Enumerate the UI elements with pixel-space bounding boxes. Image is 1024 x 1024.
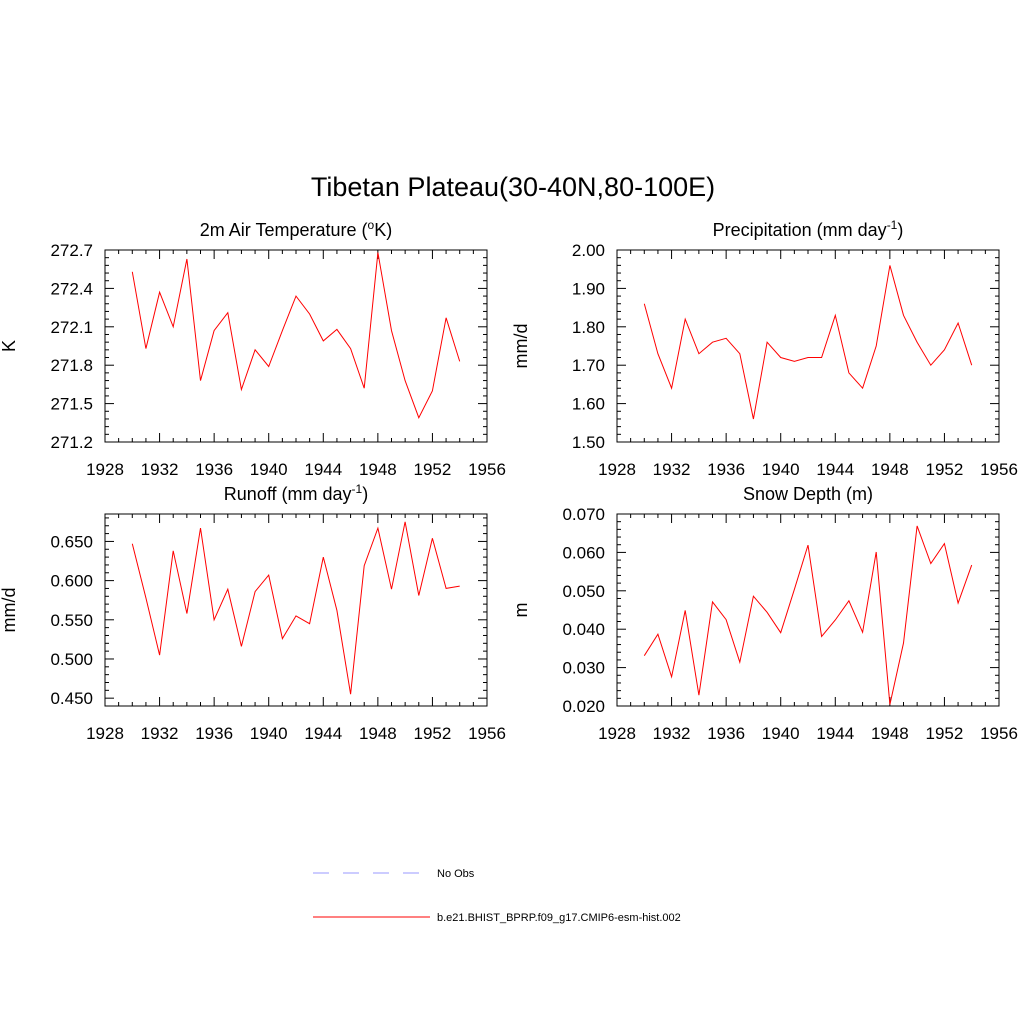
x-tick-label: 1928: [598, 460, 636, 479]
x-tick-label: 1948: [359, 460, 397, 479]
x-tick-label: 1940: [762, 724, 800, 743]
x-tick-label: 1948: [871, 460, 909, 479]
x-tick-label: 1936: [707, 460, 745, 479]
x-tick-label: 1940: [250, 460, 288, 479]
x-tick-label: 1940: [762, 460, 800, 479]
y-tick-label: 1.70: [572, 356, 605, 375]
chart-title: Precipitation (mm day-1): [713, 218, 904, 240]
chart-title-main: Precipitation (mm day: [713, 220, 887, 240]
chart-title-superscript: -1: [352, 482, 363, 496]
x-tick-label: 1936: [195, 724, 233, 743]
y-tick-label: 2.00: [572, 241, 605, 260]
y-tick-label: 0.060: [562, 543, 605, 562]
chart-title: Snow Depth (m): [743, 484, 873, 504]
series-line: [643, 525, 973, 705]
y-tick-label: 271.8: [50, 356, 93, 375]
plot-frame: [616, 249, 1000, 443]
x-tick-label: 1948: [871, 724, 909, 743]
legend-entry: b.e21.BHIST_BPRP.f09_g17.CMIP6-esm-hist.…: [313, 912, 681, 924]
legend-label: No Obs: [437, 868, 475, 880]
x-tick-label: 1932: [653, 460, 691, 479]
legend-entry: No Obs: [313, 868, 475, 880]
x-tick-label: 1952: [414, 724, 452, 743]
x-tick-label: 1956: [468, 460, 506, 479]
y-tick-label: 1.80: [572, 318, 605, 337]
y-tick-label: 0.050: [562, 582, 605, 601]
y-tick-label: 271.2: [50, 433, 93, 452]
chart-snow: Snow Depth (m) m 1928 1932 1936 1940 1944 1948 1…: [511, 484, 1018, 743]
chart-title-superscript: -1: [887, 218, 898, 232]
y-tick-label: 1.50: [572, 433, 605, 452]
x-tick-label: 1928: [598, 724, 636, 743]
x-tick-label: 1944: [816, 460, 854, 479]
series-line: [131, 521, 460, 695]
y-tick-label: 0.600: [50, 572, 93, 591]
x-tick-label: 1932: [141, 724, 179, 743]
x-tick-label: 1944: [304, 724, 342, 743]
chart-title-main: Snow Depth (m): [743, 484, 873, 504]
plot-frame: [104, 513, 488, 707]
y-tick-label: 0.450: [50, 689, 93, 708]
chart-runoff: Runoff (mm day-1) mm/d 1928 1932 1936 1940 194…: [0, 482, 506, 743]
x-tick-label: 1936: [707, 724, 745, 743]
y-tick-label: 272.1: [50, 318, 93, 337]
y-tick-label: 272.4: [50, 279, 93, 298]
y-tick-label: 271.5: [50, 395, 93, 414]
chart-title-main: 2m Air Temperature (: [200, 220, 368, 240]
chart-title: 2m Air Temperature (oK): [200, 218, 392, 240]
series-line: [131, 252, 461, 419]
x-tick-label: 1952: [414, 460, 452, 479]
y-tick-label: 0.020: [562, 697, 605, 716]
x-tick-label: 1956: [468, 724, 506, 743]
x-tick-label: 1940: [250, 724, 288, 743]
x-tick-label: 1956: [980, 460, 1018, 479]
chart-temp: 2m Air Temperature (oK) K 1928 1932 1936 1940…: [0, 218, 506, 479]
x-tick-label: 1944: [816, 724, 854, 743]
x-tick-label: 1948: [359, 724, 397, 743]
plot-frame: [616, 513, 1000, 707]
x-tick-label: 1932: [141, 460, 179, 479]
x-tick-label: 1928: [86, 724, 124, 743]
y-tick-label: 272.7: [50, 241, 93, 260]
y-axis-label: mm/d: [0, 588, 19, 633]
y-axis-label: m: [511, 603, 531, 618]
y-tick-label: 1.60: [572, 395, 605, 414]
legend-label: b.e21.BHIST_BPRP.f09_g17.CMIP6-esm-hist.…: [437, 912, 681, 924]
y-tick-label: 0.040: [562, 620, 605, 639]
x-tick-label: 1936: [195, 460, 233, 479]
y-tick-label: 0.650: [50, 532, 93, 551]
x-tick-label: 1952: [926, 724, 964, 743]
page-title: Tibetan Plateau(30-40N,80-100E): [311, 172, 715, 202]
x-tick-label: 1932: [653, 724, 691, 743]
y-tick-label: 0.550: [50, 611, 93, 630]
chart-title: Runoff (mm day-1): [224, 482, 368, 504]
y-tick-label: 0.070: [562, 505, 605, 524]
legend: No Obs b.e21.BHIST_BPRP.f09_g17.CMIP6-esm…: [313, 868, 681, 924]
y-axis-label: K: [0, 340, 19, 352]
y-axis-label: mm/d: [511, 324, 531, 369]
chart-title-end: K): [374, 220, 392, 240]
series-line: [643, 265, 973, 420]
chart-title-end: ): [362, 484, 368, 504]
chart-panels: 2m Air Temperature (oK) K 1928 1932 1936 1940…: [0, 218, 1018, 743]
x-tick-label: 1928: [86, 460, 124, 479]
plot-frame: [104, 249, 488, 443]
chart-title-end: ): [897, 220, 903, 240]
x-tick-label: 1956: [980, 724, 1018, 743]
y-tick-label: 1.90: [572, 279, 605, 298]
chart-title-superscript: o: [368, 218, 375, 232]
x-tick-label: 1952: [926, 460, 964, 479]
chart-precip: Precipitation (mm day-1) mm/d 1928 1932 1936…: [511, 218, 1018, 479]
y-tick-label: 0.030: [562, 659, 605, 678]
y-tick-label: 0.500: [50, 650, 93, 669]
chart-title-main: Runoff (mm day: [224, 484, 352, 504]
x-tick-label: 1944: [304, 460, 342, 479]
